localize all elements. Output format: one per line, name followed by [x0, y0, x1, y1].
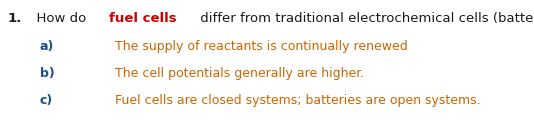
Text: a): a): [40, 40, 54, 53]
Text: fuel cells: fuel cells: [109, 12, 177, 25]
Text: The supply of reactants is continually renewed: The supply of reactants is continually r…: [115, 40, 408, 53]
Text: 1.: 1.: [8, 12, 22, 25]
Text: b): b): [40, 67, 55, 80]
Text: Fuel cells are closed systems; batteries are open systems.: Fuel cells are closed systems; batteries…: [115, 94, 481, 107]
Text: How do: How do: [28, 12, 91, 25]
Text: differ from traditional electrochemical cells (batteries)?: differ from traditional electrochemical …: [197, 12, 534, 25]
Text: The cell potentials generally are higher.: The cell potentials generally are higher…: [115, 67, 364, 80]
Text: c): c): [40, 94, 53, 107]
